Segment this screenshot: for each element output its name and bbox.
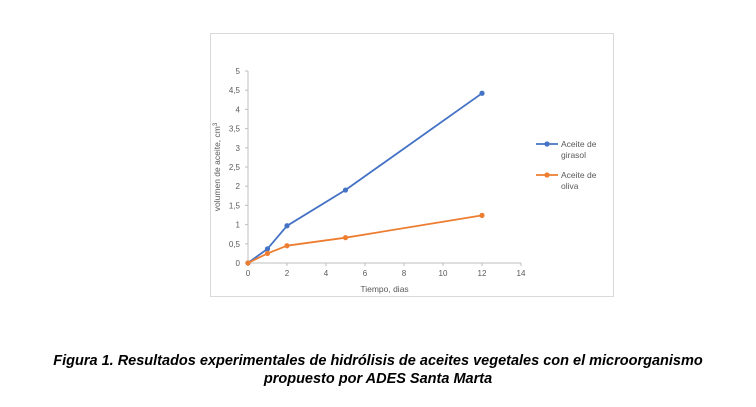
y-tick-label: 5 (236, 67, 241, 76)
series-line-2 (247, 214, 483, 264)
y-tick-label: 2,5 (229, 163, 241, 172)
y-axis-title-superscript: 3 (213, 122, 219, 126)
y-tick-label: 2 (236, 182, 241, 191)
x-tick-label: 12 (478, 269, 487, 278)
legend-label: girasol (561, 150, 586, 160)
chart-axes (245, 70, 522, 266)
figure-caption: Figura 1. Resultados experimentales de h… (0, 352, 756, 388)
x-tick-label: 6 (363, 269, 368, 278)
data-point (264, 246, 271, 252)
line-chart: 0 2 4 6 8 10 12 14 0 0,5 1 1,5 2 2,5 3 3,5 4 4,5 5 Tiempo,… (212, 67, 597, 294)
y-tick-label: 4 (236, 105, 241, 114)
y-tick-label: 1 (236, 221, 241, 230)
y-axis-title: volumen de aceite, cm3 (212, 122, 222, 211)
y-tick-label: 3 (236, 144, 241, 153)
y-axis-title-text: volumen de aceite, cm (212, 126, 222, 211)
chart-tick-labels: 0 2 4 6 8 10 12 14 0 0,5 1 1,5 2 2,5 3 3,5 4 4,5 5 (229, 67, 526, 278)
legend-marker (544, 172, 550, 178)
y-tick-label: 1,5 (229, 201, 241, 210)
figure-caption-line-1: Figura 1. Resultados experimentales de h… (53, 353, 703, 369)
x-axis-title: Tiempo, dias (360, 284, 408, 294)
y-tick-label: 3,5 (229, 125, 241, 134)
x-tick-label: 0 (246, 269, 251, 278)
data-point (245, 260, 251, 266)
legend-label: Aceite de (561, 139, 597, 149)
chart-series (245, 90, 485, 266)
legend-label: oliva (561, 181, 579, 191)
data-point (264, 250, 271, 256)
x-tick-label: 8 (402, 269, 407, 278)
series-line-1 (247, 92, 483, 264)
data-point (479, 90, 485, 96)
x-tick-label: 4 (324, 269, 329, 278)
data-point (284, 243, 290, 249)
x-tick-label: 14 (517, 269, 526, 278)
x-tick-label: 10 (439, 269, 448, 278)
data-point (479, 212, 485, 218)
chart-frame: 0 2 4 6 8 10 12 14 0 0,5 1 1,5 2 2,5 3 3,5 4 4,5 5 Tiempo,… (210, 33, 614, 297)
x-tick-label: 2 (285, 269, 290, 278)
legend-marker (544, 141, 550, 147)
data-point (342, 187, 349, 193)
data-point (342, 235, 349, 241)
figure-caption-line-2: propuesto por ADES Santa Marta (263, 371, 493, 387)
y-tick-label: 4,5 (229, 86, 241, 95)
data-point (284, 223, 290, 229)
legend-label: Aceite de (561, 170, 597, 180)
y-tick-label: 0 (236, 259, 241, 268)
y-tick-label: 0,5 (229, 240, 241, 249)
